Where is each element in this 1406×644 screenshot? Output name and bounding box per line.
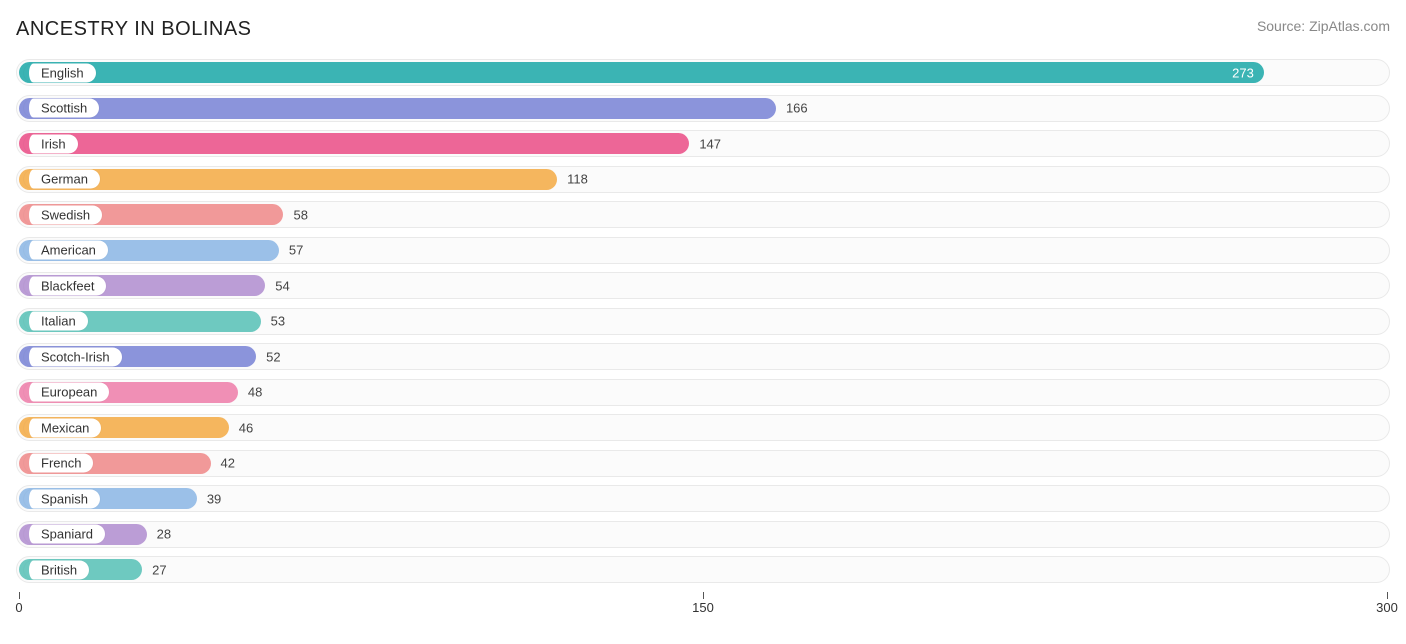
- bar-label: European: [24, 383, 109, 402]
- bar-value: 48: [248, 385, 262, 400]
- bar-row: American 57: [16, 237, 1390, 264]
- bar-fill: [19, 98, 776, 119]
- bar-row: Blackfeet 54: [16, 272, 1390, 299]
- bar-row: European 48: [16, 379, 1390, 406]
- bar-label: Italian: [24, 312, 88, 331]
- bar-label: Scotch-Irish: [24, 347, 122, 366]
- bar-value: 58: [293, 207, 307, 222]
- bar-label: Spaniard: [24, 525, 105, 544]
- axis-tick-label: 150: [692, 600, 714, 615]
- bar-label: Mexican: [24, 418, 101, 437]
- bar-label: Scottish: [24, 99, 99, 118]
- bar-label: English: [24, 63, 96, 82]
- bar-label: Irish: [24, 134, 78, 153]
- bar-value: 166: [786, 101, 808, 116]
- bar-track: [16, 521, 1390, 548]
- axis-tick: [703, 592, 704, 599]
- bar-value: 39: [207, 491, 221, 506]
- bar-row: Spanish 39: [16, 485, 1390, 512]
- bar-row: Spaniard 28: [16, 521, 1390, 548]
- axis-tick: [19, 592, 20, 599]
- chart-title: ANCESTRY IN BOLINAS: [16, 18, 252, 41]
- x-axis: 0150300: [16, 592, 1390, 620]
- bar-row: English 273: [16, 59, 1390, 86]
- bar-value: 28: [157, 527, 171, 542]
- bar-label: British: [24, 560, 89, 579]
- bar-track: [16, 485, 1390, 512]
- bars-area: English 273 Scottish 166 Irish 147 German 118 Sw…: [16, 59, 1390, 583]
- chart-source: Source: ZipAtlas.com: [1257, 18, 1390, 34]
- bar-row: Swedish 58: [16, 201, 1390, 228]
- axis-tick-label: 0: [15, 600, 22, 615]
- bar-label: American: [24, 241, 108, 260]
- bar-value: 118: [567, 172, 588, 187]
- bar-fill: [19, 62, 1264, 83]
- bar-label: French: [24, 454, 93, 473]
- bar-row: German 118: [16, 166, 1390, 193]
- bar-label: German: [24, 170, 100, 189]
- bar-row: Italian 53: [16, 308, 1390, 335]
- bar-row: Mexican 46: [16, 414, 1390, 441]
- bar-row: Irish 147: [16, 130, 1390, 157]
- axis-tick-label: 300: [1376, 600, 1398, 615]
- bar-value: 273: [1232, 65, 1254, 80]
- bar-row: French 42: [16, 450, 1390, 477]
- bar-value: 57: [289, 243, 303, 258]
- bar-fill: [19, 133, 689, 154]
- chart-header: ANCESTRY IN BOLINAS Source: ZipAtlas.com: [16, 18, 1390, 41]
- axis-tick: [1387, 592, 1388, 599]
- bar-label: Blackfeet: [24, 276, 106, 295]
- bar-value: 52: [266, 349, 280, 364]
- bar-row: Scotch-Irish 52: [16, 343, 1390, 370]
- bar-row: Scottish 166: [16, 95, 1390, 122]
- bar-value: 42: [221, 456, 235, 471]
- bar-label: Swedish: [24, 205, 102, 224]
- bar-track: [16, 556, 1390, 583]
- chart-container: ANCESTRY IN BOLINAS Source: ZipAtlas.com…: [0, 0, 1406, 644]
- bar-value: 53: [271, 314, 285, 329]
- bar-value: 27: [152, 562, 166, 577]
- bar-value: 147: [699, 136, 721, 151]
- bar-value: 54: [275, 278, 289, 293]
- bar-value: 46: [239, 420, 253, 435]
- bar-label: Spanish: [24, 489, 100, 508]
- bar-row: British 27: [16, 556, 1390, 583]
